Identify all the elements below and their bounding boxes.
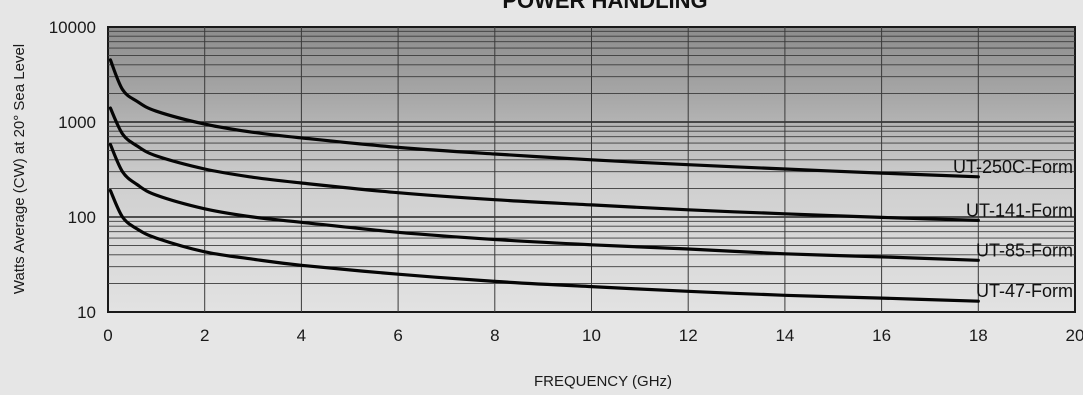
y-tick-label: 10000: [49, 18, 96, 37]
y-tick-label: 1000: [58, 113, 96, 132]
series-label-4: UT-47-Form: [976, 281, 1073, 301]
tick-labels: 0 2 4 6 8 10 12 14 16 18 20 10 100 1000 10000: [49, 18, 1083, 345]
x-axis-title: FREQUENCY (GHz): [534, 373, 672, 390]
series-line-2: [108, 106, 980, 222]
y-tick-label: 100: [68, 208, 96, 227]
series-line-3: [108, 142, 980, 262]
x-tick-label: 8: [490, 326, 499, 345]
x-tick-label: 16: [872, 326, 891, 345]
grid-lines: [108, 27, 1075, 312]
series-label-2: UT-141-Form: [966, 200, 1073, 220]
x-tick-label: 14: [775, 326, 794, 345]
y-axis-title: Watts Average (CW) at 20° Sea Level: [11, 44, 28, 294]
series-line-1: [108, 58, 980, 179]
x-tick-label: 6: [393, 326, 402, 345]
x-tick-label: 4: [297, 326, 306, 345]
x-tick-label: 10: [582, 326, 601, 345]
x-tick-label: 0: [103, 326, 112, 345]
x-tick-label: 20: [1066, 326, 1083, 345]
series-label-1: UT-250C-Form: [953, 157, 1073, 177]
series-label-3: UT-85-Form: [976, 240, 1073, 260]
chart-title: POWER HANDLING: [502, 0, 707, 13]
series-line-4: [108, 188, 980, 303]
series-labels: UT-250C-Form UT-141-Form UT-85-Form UT-47-F…: [953, 157, 1073, 301]
x-tick-label: 18: [969, 326, 988, 345]
x-tick-label: 2: [200, 326, 209, 345]
series-lines: [108, 58, 980, 303]
y-tick-label: 10: [77, 303, 96, 322]
x-tick-label: 12: [679, 326, 698, 345]
